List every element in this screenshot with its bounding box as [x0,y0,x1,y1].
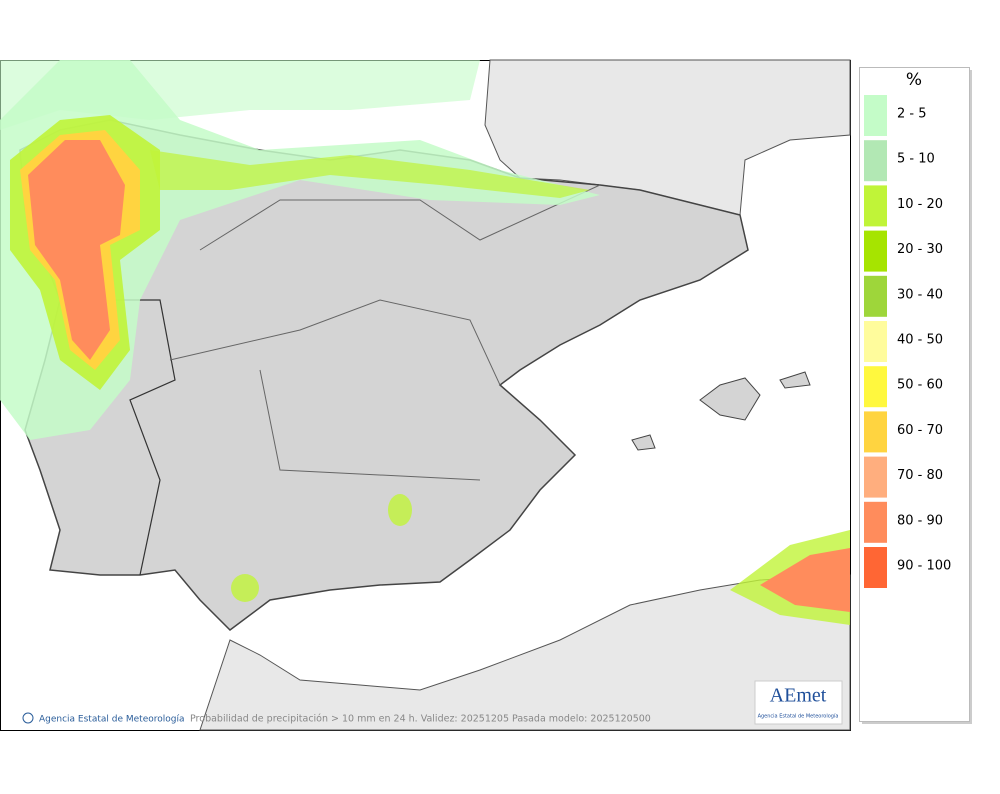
credit: Agencia Estatal de Meteorología [39,715,185,725]
legend-label: 50 - 60 [897,378,943,393]
precip-spot [388,494,412,526]
legend-label: 90 - 100 [897,559,951,574]
precip-very-high [28,140,125,360]
precip-sea [0,60,480,130]
legend-label: 2 - 5 [897,107,927,122]
legend-label: 80 - 90 [897,513,943,528]
precip-spot [231,574,259,602]
legend-label: 60 - 70 [897,423,943,438]
border [60,299,176,576]
legend-label: 5 - 10 [897,152,935,167]
precip-cantabria [150,150,590,198]
legend-swatch [864,95,887,136]
precip-algeria-high [760,548,850,612]
logo: AEmet [770,685,827,707]
legend-swatch [864,411,887,453]
legend-label: 40 - 50 [897,333,943,348]
legend-label: 20 - 30 [897,242,943,257]
legend-swatch [864,230,887,272]
legend-swatch [864,456,887,498]
legend-label: 30 - 40 [897,287,943,302]
logo-subtitle: Agencia Estatal de Meteorología [758,713,839,720]
legend-swatch [864,185,887,227]
balearics [631,371,811,451]
legend-label: 10 - 20 [897,197,943,212]
legend-label: 70 - 80 [897,468,943,483]
regions [169,184,601,481]
legend-swatch [864,140,887,182]
legend: % 2 - 5 5 - 10 10 - 20 20 - 30 30 - 40 40 - 5… [859,67,972,724]
legend-swatch [864,501,887,543]
map: Agencia Estatal de Meteorología Probabil… [0,59,851,731]
legend-swatch [864,321,887,362]
legend-swatch [864,275,887,317]
copyright-icon [22,712,34,724]
legend-swatch [864,547,887,588]
legend-swatch [864,366,887,408]
logo-box [754,680,843,725]
caption: Probabilidad de precipitación > 10 mm en… [190,714,651,725]
legend-title: % [906,70,922,90]
